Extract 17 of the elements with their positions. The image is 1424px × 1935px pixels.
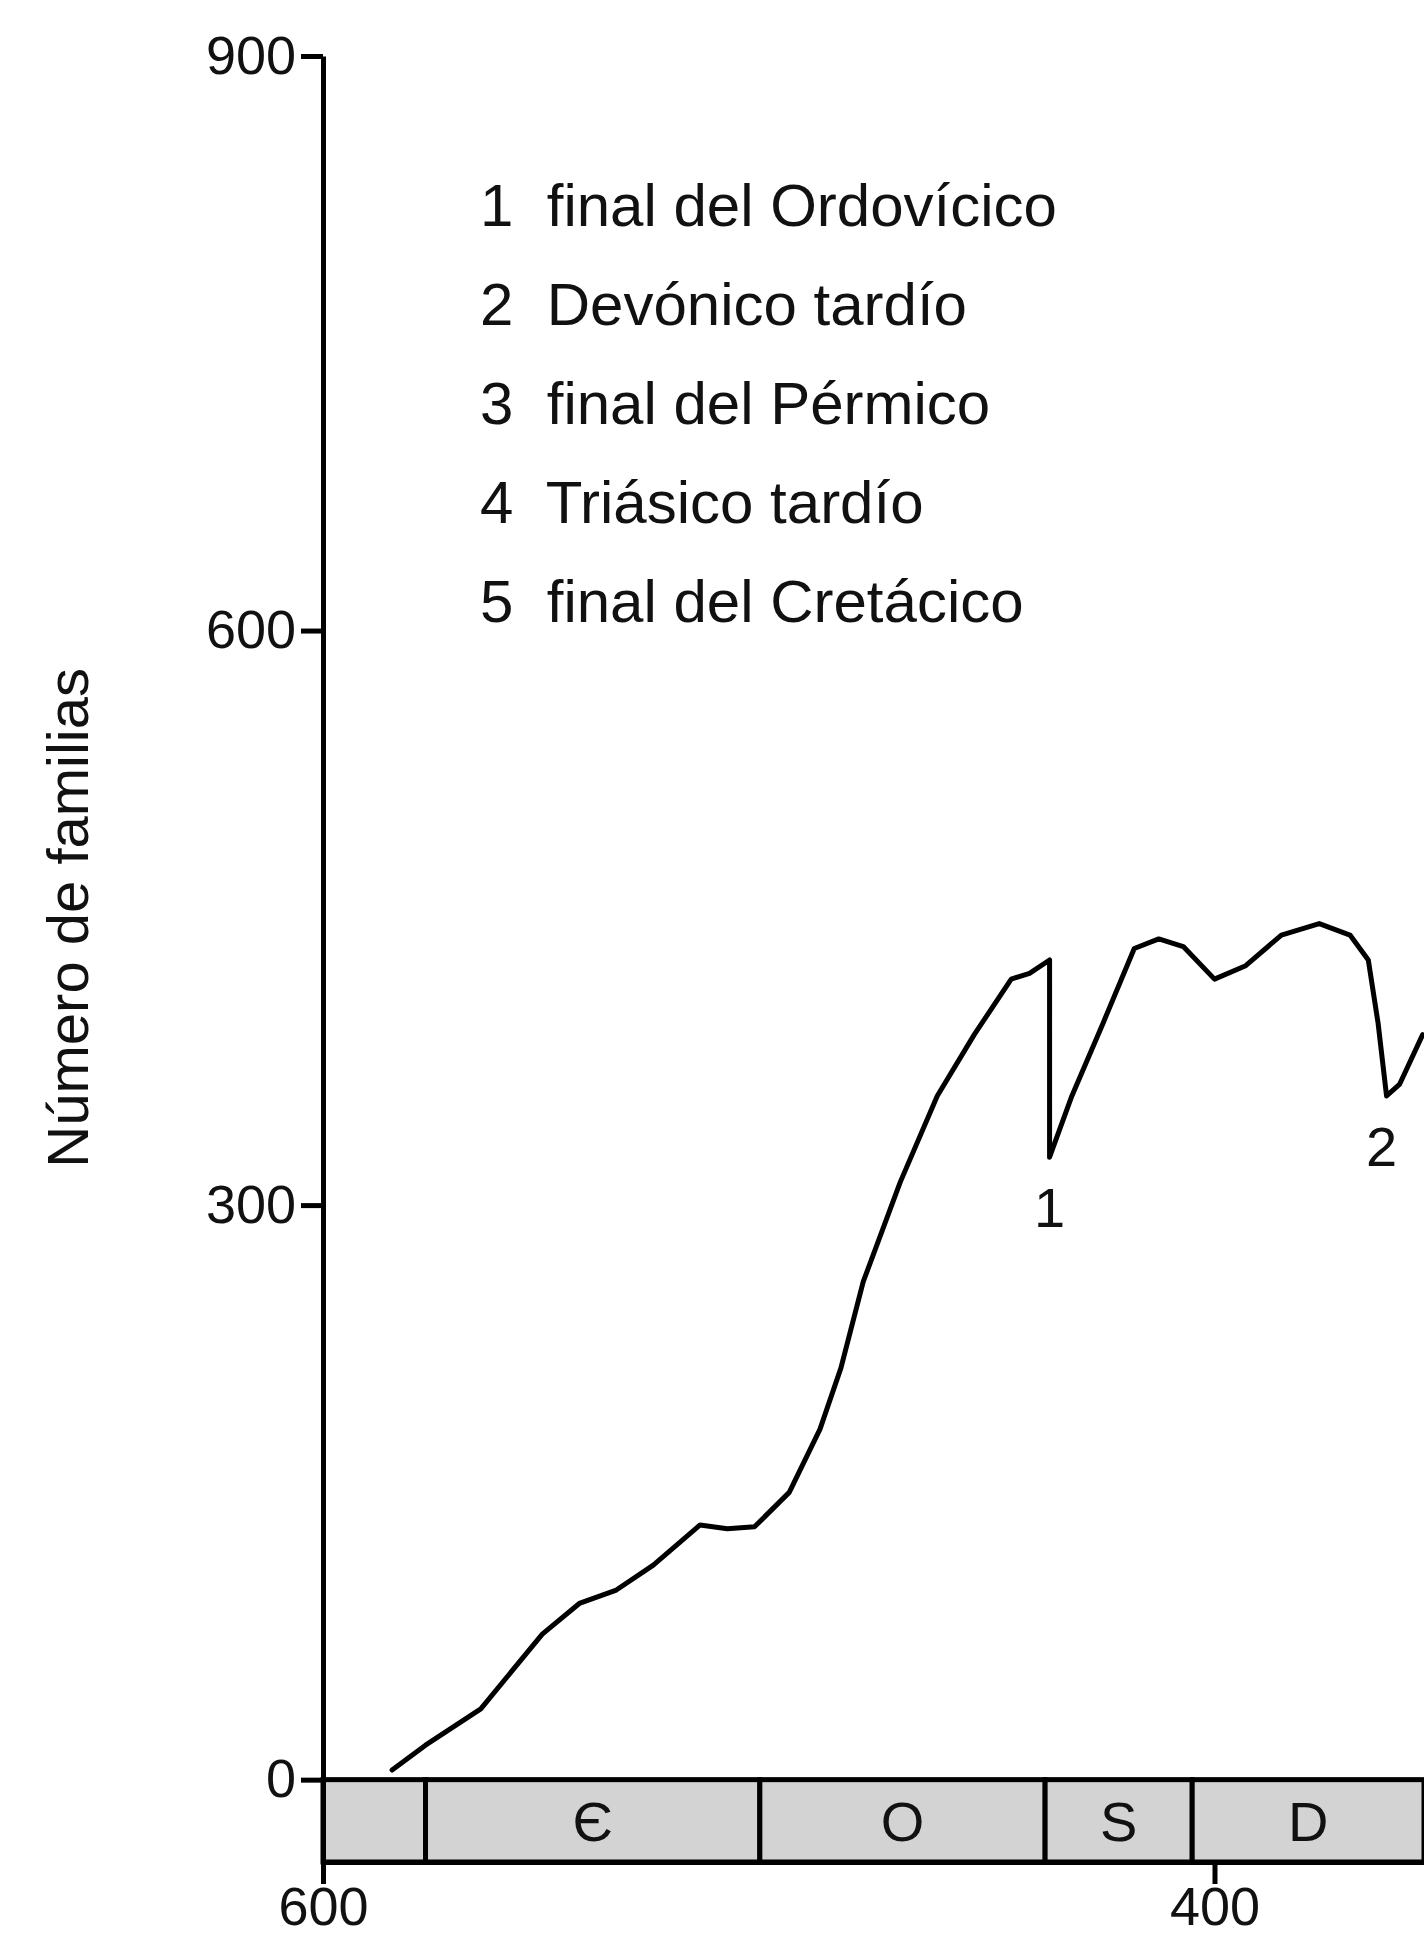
annotation: 5 final del Cretácico bbox=[480, 568, 1024, 635]
band-label: S bbox=[1099, 1789, 1138, 1853]
y-tick-label: 600 bbox=[205, 599, 296, 660]
annotation: 1 bbox=[1033, 1176, 1066, 1240]
y-tick-label: 900 bbox=[205, 24, 296, 85]
y-tick-label: 0 bbox=[265, 1748, 296, 1809]
band-label: O bbox=[880, 1789, 925, 1853]
annotation: 4 Triásico tardío bbox=[480, 469, 924, 536]
annotation: 3 final del Pérmico bbox=[480, 370, 991, 437]
band-label: D bbox=[1287, 1789, 1329, 1853]
y-tick-label: 300 bbox=[205, 1173, 296, 1234]
x-tick-label: 400 bbox=[1169, 1876, 1261, 1935]
annotation: 2 Devónico tardío bbox=[480, 271, 967, 338]
annotation: 1 final del Ordovícico bbox=[480, 172, 1057, 239]
y-axis-title: Número de familias bbox=[35, 668, 100, 1168]
annotation: 2 bbox=[1366, 1114, 1398, 1178]
band-label: Є bbox=[572, 1789, 613, 1853]
